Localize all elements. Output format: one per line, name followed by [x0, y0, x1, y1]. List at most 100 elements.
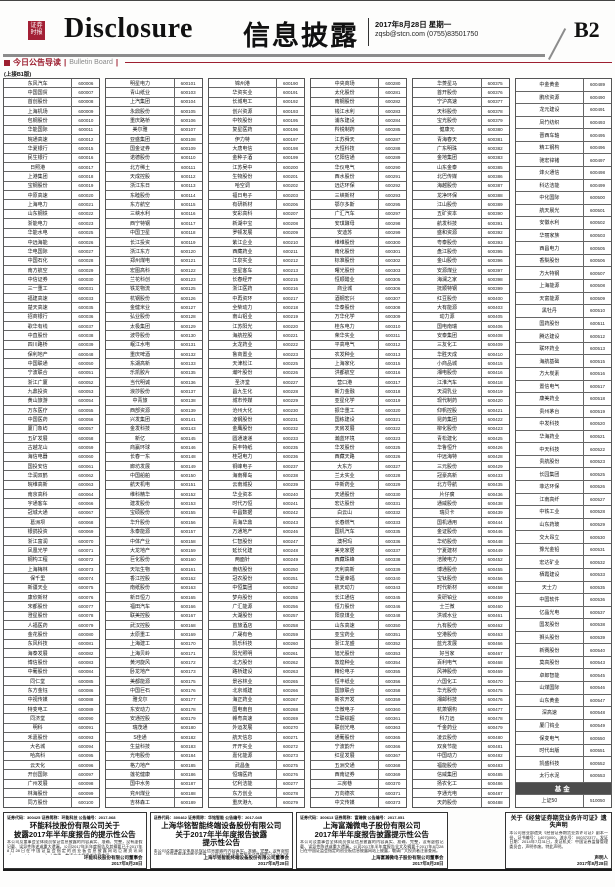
stock-row: 景谷林业 600265: [208, 677, 304, 687]
stock-row: 博通股份 600455: [413, 564, 509, 575]
stock-code: 600188: [173, 789, 202, 798]
stock-name: 亿阳信通: [334, 155, 355, 162]
stock-row: 浙江龙盛 600352: [310, 639, 407, 649]
stock-row: 国投安信 600061: [4, 462, 100, 472]
stock-row: 精伦电子 600355: [310, 667, 407, 677]
stock-row: 生物股份 600201: [208, 172, 304, 182]
stock-row: 酒钢宏兴 600307: [310, 293, 407, 304]
stock-name: 皖维高新: [27, 482, 48, 489]
stock-name: 卧龙地产: [130, 669, 151, 676]
stock-code: 600279: [276, 798, 304, 807]
stock-code: 600132: [173, 349, 202, 359]
stock-name: 置信电气: [539, 383, 560, 390]
stock-code: 600408: [480, 331, 509, 340]
stock-name: 延长化建: [232, 547, 253, 554]
stock-code: 600197: [276, 135, 304, 144]
stock-name: 华胜天成: [436, 351, 457, 358]
stock-row: 城市传媒 600229: [208, 396, 304, 407]
stock-code: 600039: [71, 340, 99, 349]
stock-name: 梦舟股份: [232, 594, 253, 601]
stock-name: 西藏天路: [334, 454, 355, 461]
stock-name: 亿利洁能: [232, 781, 253, 788]
stock-code: 600104: [173, 97, 202, 107]
stock-name: 长江通信: [334, 594, 355, 601]
stock-row: 弘业股份 600128: [106, 312, 202, 322]
stock-row: 太极集团 600129: [106, 321, 202, 332]
stock-row: 宁夏建材 600449: [413, 546, 509, 556]
stock-name: 中新药业: [334, 482, 355, 489]
stock-code: 600367: [378, 751, 406, 761]
stock-code: 600378: [480, 107, 509, 116]
stock-row: 华菱星马 600375: [413, 79, 509, 89]
stock-code: 600545: [583, 669, 611, 681]
stock-row: 宇通客车 600066: [4, 499, 100, 509]
stock-row: 江苏阳光 600220: [208, 321, 304, 332]
stock-code: 600053: [71, 387, 99, 396]
stock-code: 600085: [71, 677, 99, 686]
stock-row: 博信股份 600083: [4, 658, 100, 668]
stock-code: 600153: [173, 499, 202, 508]
stock-code: 600377: [480, 97, 509, 107]
stock-code: 600470: [480, 677, 509, 686]
stock-row: 桂东电力 600310: [310, 321, 407, 332]
stock-name: 南纺股份: [232, 566, 253, 573]
stock-name: 歌华有线: [27, 323, 48, 330]
stock-code: 600446: [480, 527, 509, 536]
stock-code: 600012: [71, 135, 99, 144]
stock-row: 海南椰岛 600238: [208, 471, 304, 481]
stock-code: 600175: [173, 677, 202, 686]
stock-code: 600392: [480, 228, 509, 237]
stock-code: 600187: [173, 779, 202, 789]
stock-name: 中金黄金: [539, 82, 560, 89]
stock-row: 生益科技 600183: [106, 742, 202, 752]
stock-name: 仰帆控股: [436, 407, 457, 414]
stock-row: 时代出版 600551: [515, 744, 611, 758]
stock-row: 瀚蓝环境 600323: [310, 434, 407, 444]
stock-row: 华电国际 600027: [4, 247, 100, 257]
stock-name: 美都能源: [130, 678, 151, 685]
stock-code: 600236: [276, 452, 304, 462]
stock-row: 华升股份 600156: [106, 518, 202, 528]
stock-code: 600478: [480, 714, 509, 723]
stock-row: 荣华实业 600311: [310, 331, 407, 341]
stock-code: 600223: [276, 349, 304, 359]
stock-row: 海泰发展 600082: [4, 648, 100, 659]
stock-name: 广汇汽车: [334, 211, 355, 218]
stock-row: 贵州茅台 600519: [515, 405, 611, 419]
stock-row: 东安动力 600178: [106, 705, 202, 715]
stock-name: 浙江龙盛: [334, 641, 355, 648]
stock-row: 营口港 600317: [310, 378, 407, 388]
stock-row: 梦舟股份 600255: [208, 592, 304, 603]
stock-code: 600266: [276, 686, 304, 695]
stock-row: 振华重工 600320: [310, 406, 407, 416]
stock-name: 同济堂: [30, 716, 46, 723]
stock-name: 天药股份: [436, 800, 457, 807]
stock-name: 深高速: [541, 710, 557, 717]
stock-code: 600096: [71, 761, 99, 770]
stock-name: 景谷林业: [232, 678, 253, 685]
stock-name: 厦门象屿: [27, 426, 48, 433]
stock-name: 江苏吴中: [232, 164, 253, 171]
stock-name: 宁沪高速: [436, 99, 457, 106]
stock-name: 宁波韵升: [334, 744, 355, 751]
stock-name: 中体产业: [130, 538, 151, 545]
stock-name: 海南椰岛: [232, 473, 253, 480]
stock-code: 600156: [173, 518, 202, 527]
stock-row: 士兰微 600460: [413, 602, 509, 612]
stock-row: 国中水务 600187: [106, 779, 202, 790]
stock-row: 东方航空 600115: [106, 200, 202, 210]
board-column-3: 锦州港 600190 华资实业 600191 长城电工 600192 创兴资源 600193 中…: [207, 78, 305, 808]
stock-code: 600173: [173, 667, 202, 676]
stock-name: 蓝光发展: [436, 641, 457, 648]
stock-row: 航天机电 600151: [106, 480, 202, 491]
stock-name: 海正药业: [232, 697, 253, 704]
stock-row: 仁智股份 600247: [208, 536, 304, 547]
stock-row: 南钢股份 600282: [310, 97, 407, 108]
stock-code: 600077: [71, 602, 99, 611]
stock-row: 四川路桥 600039: [4, 340, 100, 350]
stock-name: 安迪苏: [337, 230, 353, 237]
stock-name: 重庆路桥: [130, 118, 151, 125]
stock-code: 600385: [480, 163, 509, 172]
stock-name: 五洲交通: [334, 762, 355, 769]
stock-code: 600081: [71, 639, 99, 648]
